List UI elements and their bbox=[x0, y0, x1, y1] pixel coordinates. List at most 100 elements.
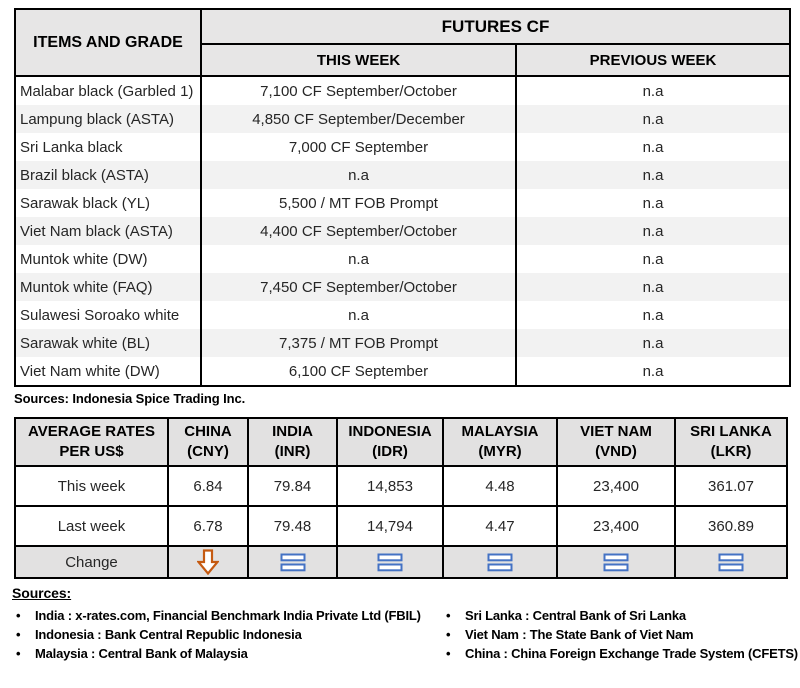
this-week-cell: 5,500 / MT FOB Prompt bbox=[201, 189, 517, 217]
item-cell: Malabar black (Garbled 1) bbox=[15, 76, 202, 105]
rate-cell: 23,400 bbox=[556, 505, 676, 547]
currency-label: (INR) bbox=[274, 443, 311, 460]
sources-section: Sources: India : x-rates.com, Financial … bbox=[12, 585, 800, 663]
rates-header-row: AVERAGE RATES PER US$ CHINA (CNY) INDIA … bbox=[14, 417, 788, 467]
this-week-cell: 4,400 CF September/October bbox=[201, 217, 517, 245]
futures-cf-header: FUTURES CF bbox=[201, 9, 791, 45]
column-header-malaysia: MALAYSIA (MYR) bbox=[442, 417, 558, 467]
item-cell: Muntok white (FAQ) bbox=[15, 273, 202, 301]
futures-header-row-2: THIS WEEK PREVIOUS WEEK bbox=[15, 44, 791, 77]
change-cell bbox=[556, 545, 676, 579]
this-week-cell: n.a bbox=[201, 245, 517, 273]
equals-icon bbox=[603, 553, 629, 572]
currency-label: (LKR) bbox=[710, 443, 752, 460]
table-row: Sarawak black (YL) 5,500 / MT FOB Prompt… bbox=[15, 189, 790, 217]
rate-cell: 360.89 bbox=[674, 505, 788, 547]
item-cell: Muntok white (DW) bbox=[15, 245, 202, 273]
rate-cell: 14,794 bbox=[336, 505, 444, 547]
table-row: Muntok white (FAQ) 7,450 CF September/Oc… bbox=[15, 273, 791, 301]
change-cell bbox=[442, 545, 558, 579]
rate-cell: 4.47 bbox=[442, 505, 558, 547]
last-week-row: Last week 6.78 79.48 14,794 4.47 23,400 … bbox=[14, 505, 788, 547]
currency-label: (VND) bbox=[595, 443, 637, 460]
this-week-header: THIS WEEK bbox=[201, 44, 517, 77]
this-week-cell: 7,450 CF September/October bbox=[201, 273, 517, 301]
currency-label: (CNY) bbox=[187, 443, 229, 460]
item-cell: Sulawesi Soroako white bbox=[15, 301, 202, 329]
list-item: Sri Lanka : Central Bank of Sri Lanka bbox=[442, 606, 798, 625]
previous-week-cell: n.a bbox=[516, 273, 791, 301]
currency-label: (MYR) bbox=[478, 443, 522, 460]
change-cell bbox=[674, 545, 788, 579]
row-label: Change bbox=[14, 545, 169, 579]
this-week-cell: n.a bbox=[201, 301, 517, 329]
items-and-grade-header: ITEMS AND GRADE bbox=[15, 9, 202, 77]
average-rates-header: AVERAGE RATES PER US$ bbox=[14, 417, 169, 467]
column-header-indonesia: INDONESIA (IDR) bbox=[336, 417, 444, 467]
sources-title: Sources: bbox=[12, 585, 72, 601]
this-week-cell: 7,375 / MT FOB Prompt bbox=[201, 329, 517, 357]
this-week-cell: 7,100 CF September/October bbox=[201, 76, 517, 105]
table-row: Sarawak white (BL) 7,375 / MT FOB Prompt… bbox=[15, 329, 791, 357]
rate-cell: 79.48 bbox=[247, 505, 338, 547]
country-label: INDONESIA bbox=[348, 422, 432, 440]
sources-columns: India : x-rates.com, Financial Benchmark… bbox=[12, 606, 800, 663]
item-cell: Brazil black (ASTA) bbox=[15, 161, 202, 189]
rate-cell: 79.84 bbox=[247, 465, 338, 507]
average-rates-line2: PER US$ bbox=[59, 443, 124, 460]
average-rates-line1: AVERAGE RATES bbox=[28, 422, 155, 440]
this-week-row: This week 6.84 79.84 14,853 4.48 23,400 … bbox=[14, 465, 788, 507]
this-week-cell: 7,000 CF September bbox=[201, 133, 517, 161]
row-label: This week bbox=[14, 465, 169, 507]
previous-week-cell: n.a bbox=[516, 105, 791, 133]
country-label: SRI LANKA bbox=[690, 422, 772, 440]
list-item: Viet Nam : The State Bank of Viet Nam bbox=[442, 625, 798, 644]
change-cell bbox=[336, 545, 444, 579]
rate-cell: 4.48 bbox=[442, 465, 558, 507]
previous-week-cell: n.a bbox=[642, 194, 664, 212]
previous-week-cell: n.a bbox=[642, 82, 664, 100]
previous-week-cell: n.a bbox=[642, 138, 664, 156]
previous-week-header: PREVIOUS WEEK bbox=[516, 44, 791, 77]
list-item: Indonesia : Bank Central Republic Indone… bbox=[12, 625, 442, 644]
futures-header-row-1: ITEMS AND GRADE FUTURES CF bbox=[15, 9, 791, 77]
column-header-vietnam: VIET NAM (VND) bbox=[556, 417, 676, 467]
item-cell: Sri Lanka black bbox=[15, 133, 202, 161]
this-week-cell: 4,850 CF September/December bbox=[201, 105, 517, 133]
previous-week-cell: n.a bbox=[642, 306, 664, 324]
item-cell: Viet Nam white (DW) bbox=[15, 357, 202, 386]
previous-week-cell: n.a bbox=[642, 362, 664, 380]
country-label: INDIA bbox=[272, 422, 313, 440]
column-header-srilanka: SRI LANKA (LKR) bbox=[674, 417, 788, 467]
average-rates-table: AVERAGE RATES PER US$ CHINA (CNY) INDIA … bbox=[14, 417, 788, 579]
table-row: Lampung black (ASTA) 4,850 CF September/… bbox=[15, 105, 791, 133]
rate-cell: 361.07 bbox=[674, 465, 788, 507]
table-row: Sri Lanka black 7,000 CF September n.a bbox=[15, 133, 790, 161]
change-cell bbox=[247, 545, 338, 579]
list-item: China : China Foreign Exchange Trade Sys… bbox=[442, 644, 798, 663]
table-row: Brazil black (ASTA) n.a n.a bbox=[15, 161, 791, 189]
previous-week-cell: n.a bbox=[516, 329, 791, 357]
rate-cell: 6.78 bbox=[167, 505, 249, 547]
sources-list-right: Sri Lanka : Central Bank of Sri Lanka Vi… bbox=[442, 606, 798, 663]
change-cell bbox=[167, 545, 249, 579]
table-row: Viet Nam white (DW) 6,100 CF September n… bbox=[15, 357, 790, 386]
this-week-cell: n.a bbox=[201, 161, 517, 189]
equals-icon bbox=[487, 553, 513, 572]
rate-cell: 23,400 bbox=[556, 465, 676, 507]
down-arrow-icon bbox=[196, 549, 220, 576]
row-label: Last week bbox=[14, 505, 169, 547]
previous-week-cell: n.a bbox=[516, 217, 791, 245]
rate-cell: 6.84 bbox=[167, 465, 249, 507]
table-row: Malabar black (Garbled 1) 7,100 CF Septe… bbox=[15, 76, 790, 105]
rate-cell: 14,853 bbox=[336, 465, 444, 507]
list-item: India : x-rates.com, Financial Benchmark… bbox=[12, 606, 442, 625]
table-row: Viet Nam black (ASTA) 4,400 CF September… bbox=[15, 217, 791, 245]
list-item: Malaysia : Central Bank of Malaysia bbox=[12, 644, 442, 663]
item-cell: Sarawak black (YL) bbox=[15, 189, 202, 217]
equals-icon bbox=[280, 553, 306, 572]
change-row: Change bbox=[14, 545, 788, 579]
column-header-china: CHINA (CNY) bbox=[167, 417, 249, 467]
previous-week-cell: n.a bbox=[516, 161, 791, 189]
equals-icon bbox=[718, 553, 744, 572]
